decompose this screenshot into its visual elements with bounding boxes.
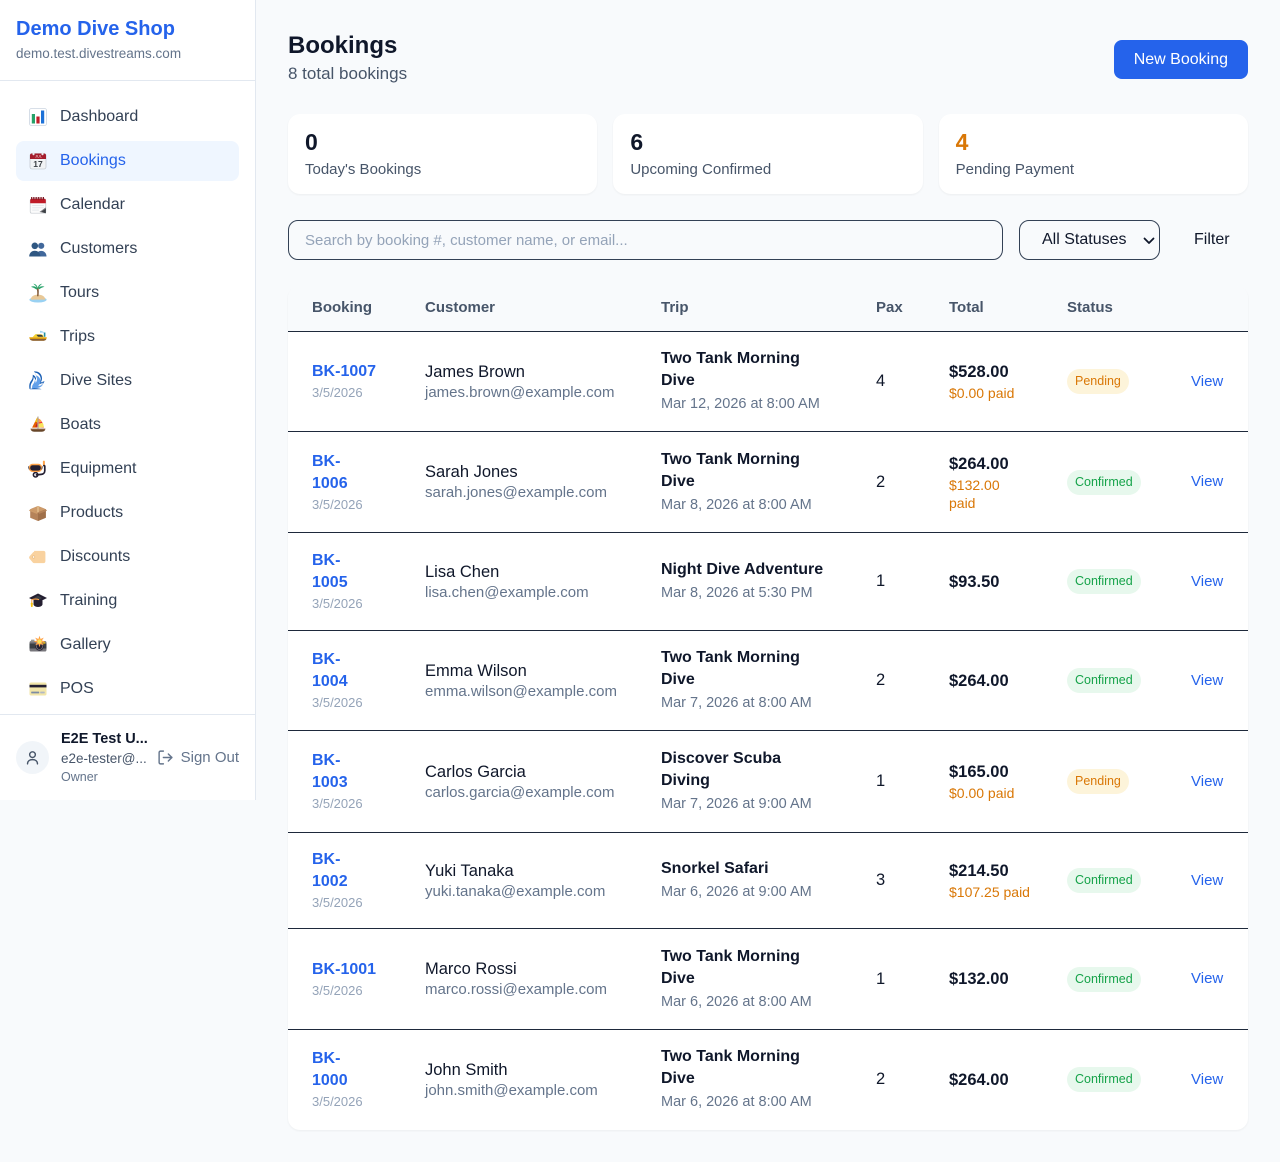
- svg-text:JUL: JUL: [35, 154, 43, 159]
- svg-text:17: 17: [33, 159, 43, 169]
